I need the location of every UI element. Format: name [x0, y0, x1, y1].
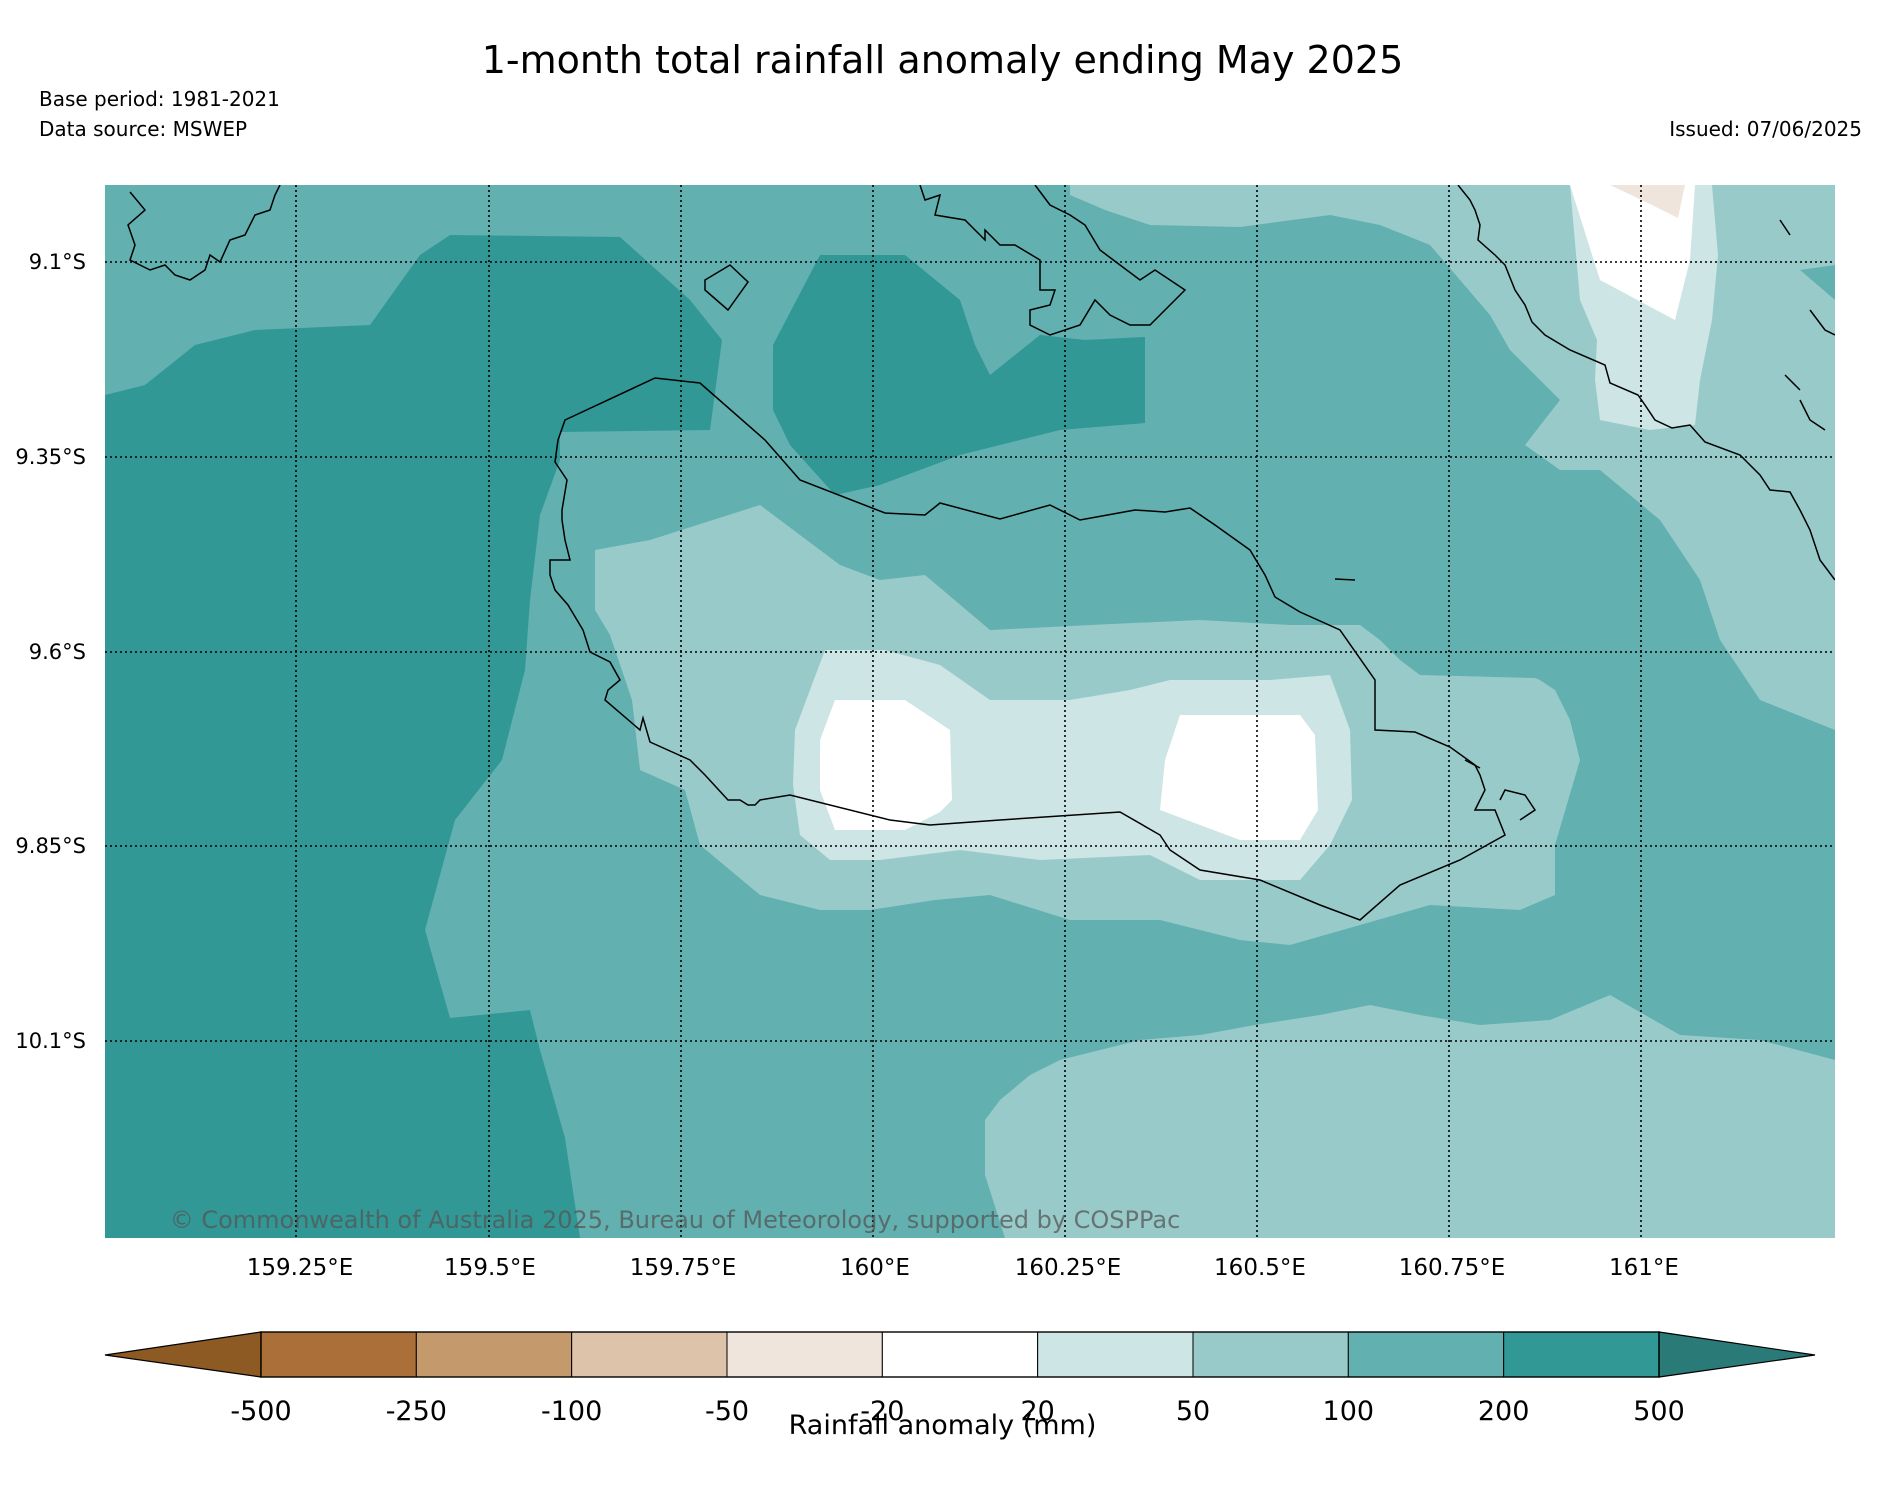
- data-source: Data source: MSWEP: [39, 117, 248, 141]
- lat-label: 9.35°S: [15, 445, 86, 469]
- colorbar-segment: [726, 1331, 883, 1378]
- lon-label: 159.25°E: [247, 1255, 354, 1281]
- colorbar: [104, 1331, 1816, 1378]
- colorbar-segment: [571, 1331, 728, 1378]
- colorbar-tick-label: -500: [230, 1396, 292, 1427]
- colorbar-tick-label: 500: [1633, 1396, 1685, 1427]
- lat-label: 9.85°S: [15, 834, 86, 858]
- lon-label: 160.5°E: [1214, 1255, 1306, 1281]
- lon-label: 161°E: [1609, 1255, 1679, 1281]
- colorbar-tick-label: 200: [1477, 1396, 1530, 1427]
- colorbar-tick-label: -20: [860, 1396, 905, 1427]
- colorbar-title: Rainfall anomaly (mm): [788, 1410, 1097, 1441]
- colorbar-segment: [1503, 1331, 1660, 1378]
- colorbar-segment: [1347, 1331, 1505, 1378]
- copyright-watermark: © Commonwealth of Australia 2025, Bureau…: [170, 1206, 1181, 1234]
- colorbar-segment: [881, 1331, 1039, 1378]
- coastlines: [127, 185, 1835, 921]
- contour-50-100-south: [985, 995, 1835, 1238]
- lon-label: 160.25°E: [1015, 1255, 1122, 1281]
- colorbar-segment: [415, 1331, 573, 1378]
- base-period: Base period: 1981-2021: [39, 87, 280, 111]
- lon-label: 160°E: [840, 1255, 910, 1281]
- lat-label: 10.1°S: [15, 1029, 86, 1053]
- colorbar-segment: [260, 1331, 417, 1378]
- contour-minus50-minus20: [1610, 185, 1685, 218]
- colorbar-segment: [1192, 1331, 1349, 1378]
- colorbar-tick-label: 100: [1322, 1396, 1375, 1427]
- colorbar-low-extension: [104, 1331, 262, 1378]
- colorbar-tick-label: -50: [704, 1396, 750, 1427]
- longitude-labels: 159.25°E 159.5°E 159.75°E 160°E 160.25°E…: [247, 1255, 1679, 1281]
- issued-date: Issued: 07/06/2025: [1669, 117, 1862, 141]
- contour-neutral-ne: [1570, 185, 1695, 320]
- map-title: 1-month total rainfall anomaly ending Ma…: [481, 38, 1404, 82]
- colorbar-tick-label: -100: [541, 1396, 603, 1427]
- graticule: [105, 185, 1835, 1238]
- contour-200-500-west: [105, 185, 722, 1238]
- lat-label: 9.6°S: [29, 640, 86, 664]
- latitude-labels: 9.1°S 9.35°S 9.6°S 9.85°S 10.1°S: [15, 250, 86, 1053]
- lon-label: 159.5°E: [444, 1255, 536, 1281]
- colorbar-high-extension: [1658, 1331, 1816, 1378]
- contour-50-100-islet: [1752, 400, 1768, 440]
- contour-200-500-center: [773, 255, 1145, 495]
- lon-label: 159.75°E: [630, 1255, 737, 1281]
- colorbar-segment: [1037, 1331, 1194, 1378]
- colorbar-tick-label: 20: [1020, 1396, 1055, 1427]
- lat-label: 9.1°S: [29, 250, 86, 274]
- rainfall-anomaly-contours: © Commonwealth of Australia 2025, Bureau…: [105, 185, 1835, 1238]
- contour-neutral-east: [1160, 715, 1318, 840]
- contour-neutral-west: [820, 700, 952, 830]
- colorbar-tick-label: 50: [1175, 1396, 1211, 1427]
- lon-label: 160.75°E: [1399, 1255, 1506, 1281]
- colorbar-tick-label: -250: [385, 1396, 447, 1427]
